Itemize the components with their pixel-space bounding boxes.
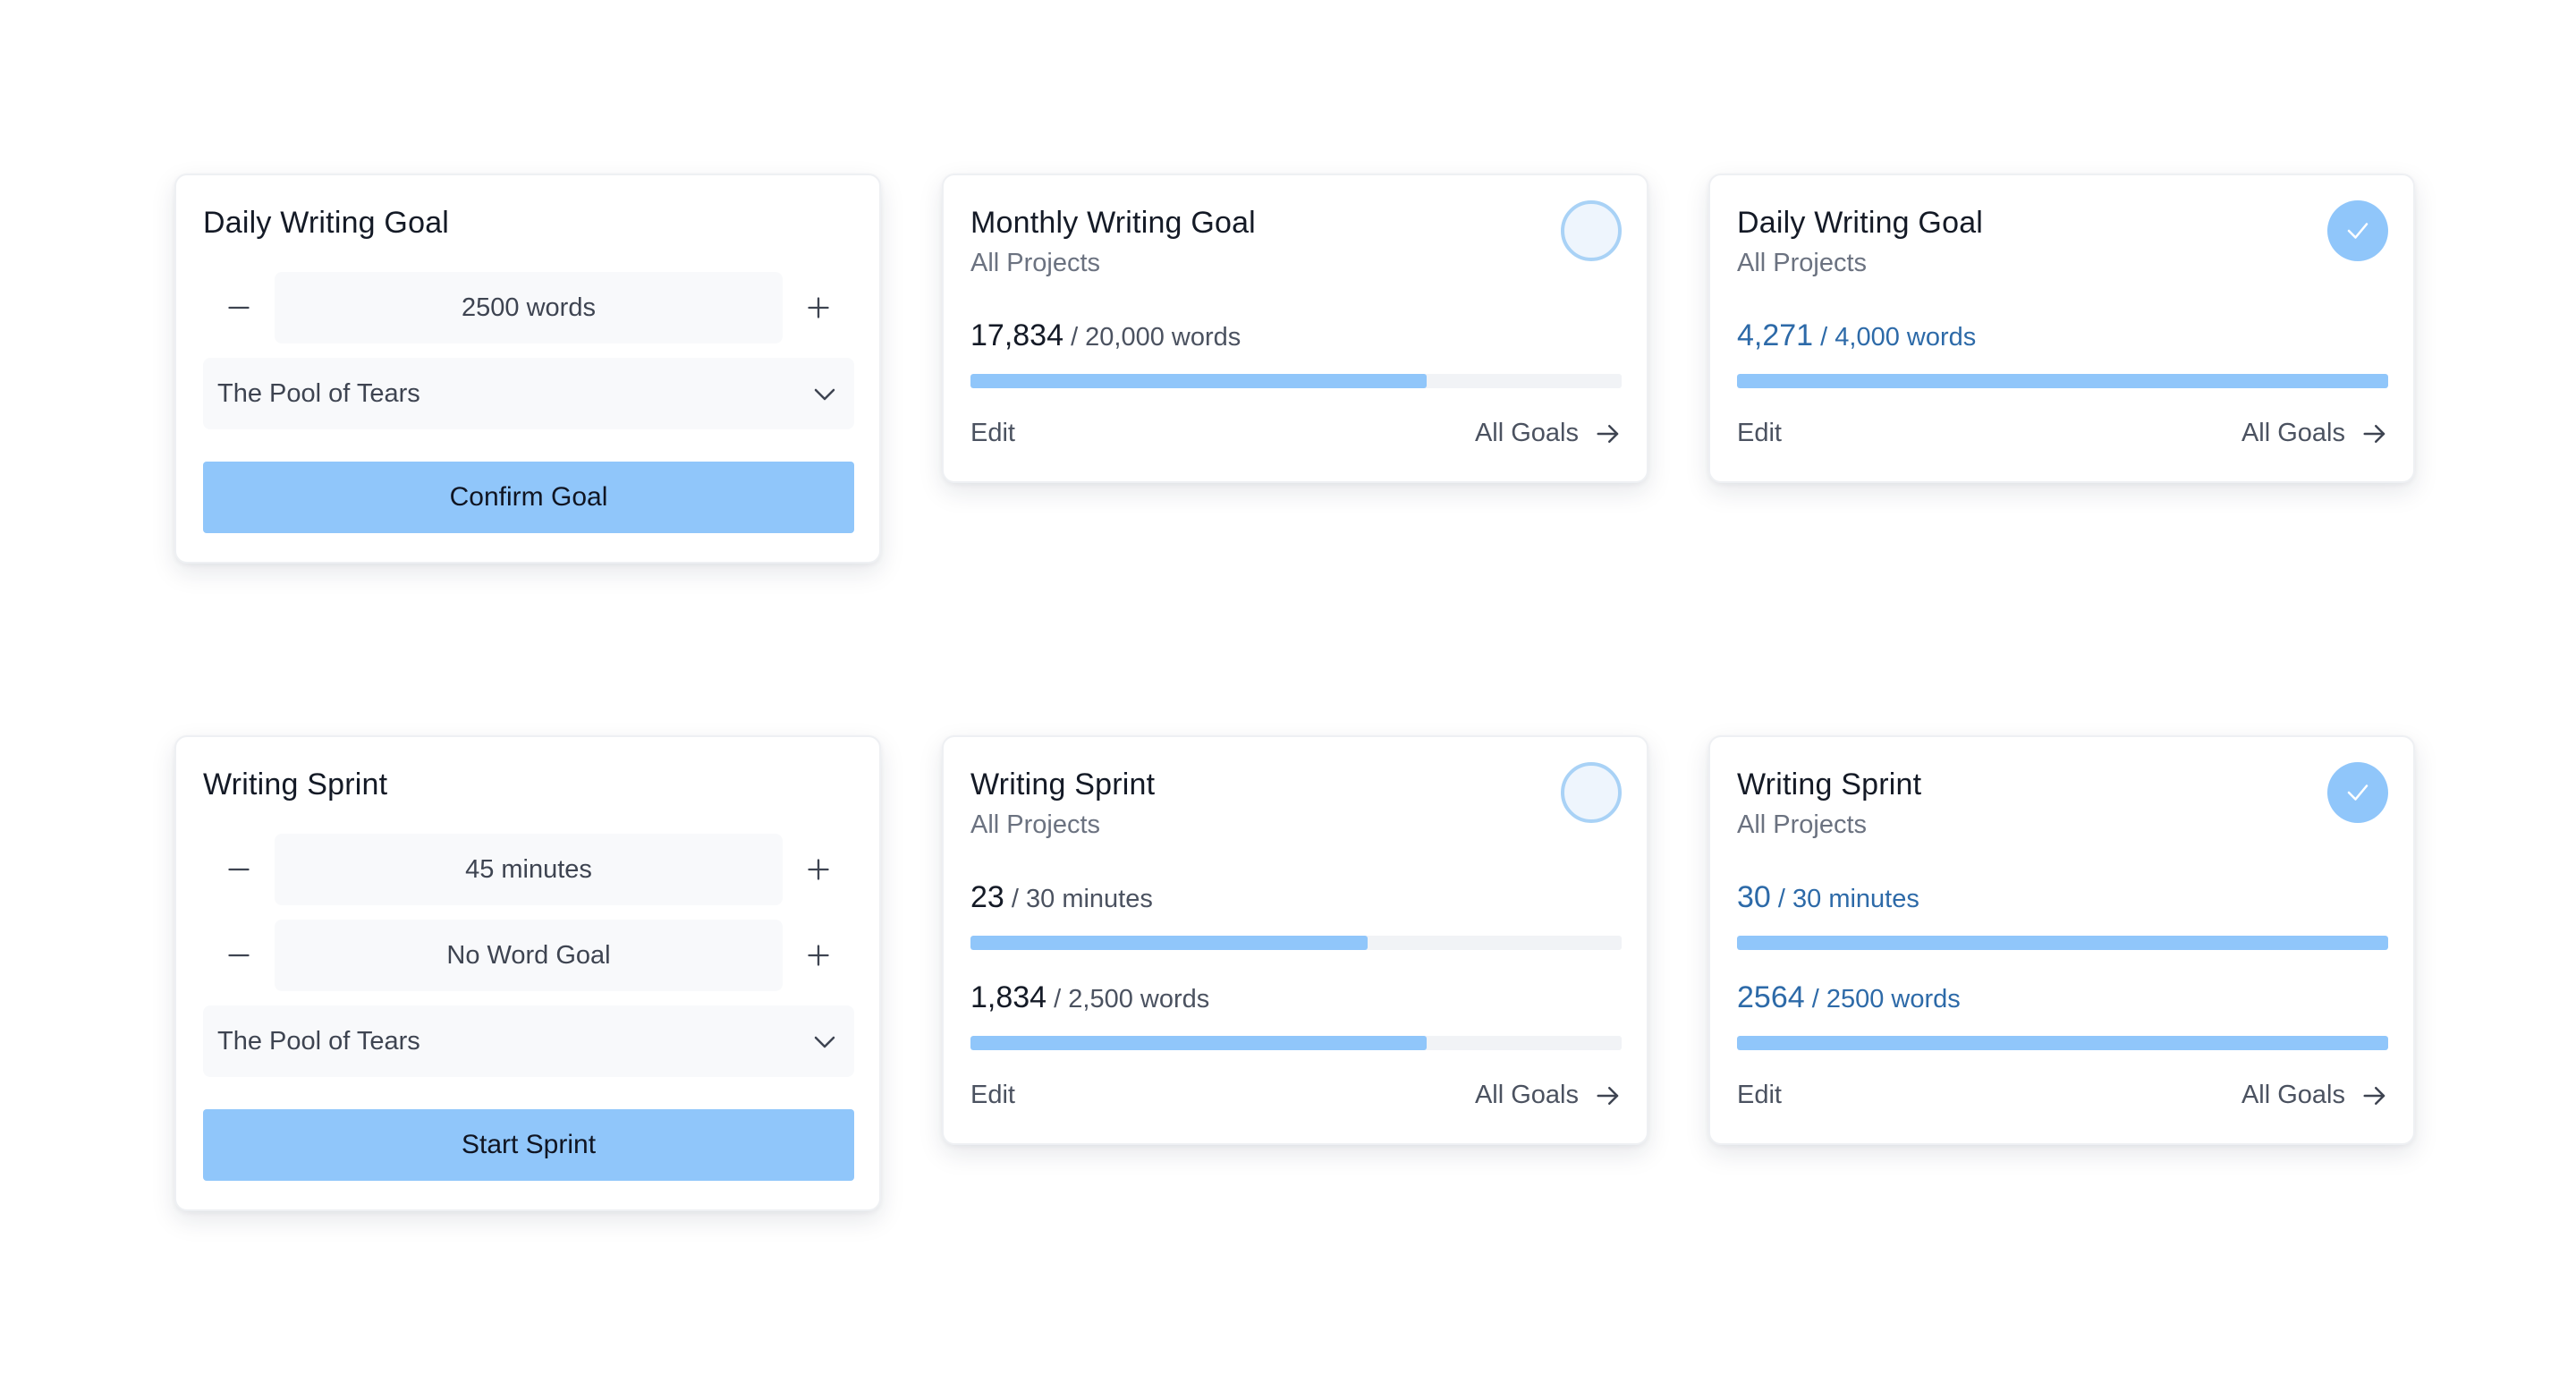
minutes-progress-label: 30 / 30 minutes	[1737, 880, 1919, 915]
edit-link[interactable]: Edit	[970, 1081, 1015, 1109]
minus-icon	[228, 954, 250, 957]
card-title: Writing Sprint	[1737, 768, 1922, 802]
edit-link[interactable]: Edit	[1737, 1081, 1782, 1109]
increment-button[interactable]	[783, 834, 854, 905]
all-goals-link[interactable]: All Goals	[1475, 1081, 1622, 1110]
progress-fill	[1737, 374, 2388, 388]
all-goals-label: All Goals	[2241, 419, 2345, 447]
target-value: / 2500 words	[1811, 985, 1961, 1014]
word-progress-bar	[970, 1036, 1622, 1050]
current-value: 30	[1737, 880, 1771, 914]
arrow-right-icon	[2363, 424, 2385, 443]
minutes-input[interactable]: 45 minutes	[275, 834, 783, 905]
word-progress-label: 17,834 / 20,000 words	[970, 318, 1241, 353]
word-goal-input[interactable]: No Word Goal	[275, 920, 783, 991]
incomplete-status-icon	[1561, 762, 1622, 823]
daily-goal-complete-card: Daily Writing Goal All Projects 4,271 / …	[1708, 174, 2415, 483]
card-subtitle: All Projects	[970, 810, 1101, 839]
arrow-right-icon	[1597, 1086, 1619, 1105]
progress-fill	[1737, 936, 2388, 950]
word-progress-label: 2564 / 2500 words	[1737, 980, 1961, 1015]
all-goals-label: All Goals	[1474, 419, 1579, 447]
card-subtitle: All Projects	[1737, 249, 1868, 277]
word-goal-stepper: 2500 words	[203, 272, 854, 344]
decrement-button[interactable]	[203, 920, 275, 991]
minutes-progress-label: 23 / 30 minutes	[970, 880, 1153, 915]
sprint-form-card: Writing Sprint 45 minutes No Word Goal T…	[174, 735, 881, 1211]
current-value: 4,271	[1737, 318, 1814, 352]
decrement-button[interactable]	[203, 834, 275, 905]
plus-icon	[808, 945, 829, 966]
target-value: / 30 minutes	[1777, 885, 1919, 913]
card-title: Monthly Writing Goal	[970, 206, 1256, 240]
minutes-stepper: 45 minutes	[203, 834, 854, 905]
progress-fill	[970, 936, 1368, 950]
card-title: Writing Sprint	[203, 768, 388, 802]
card-title: Daily Writing Goal	[1737, 206, 1984, 240]
project-select[interactable]: The Pool of Tears	[203, 358, 854, 429]
complete-status-icon	[2327, 200, 2388, 261]
increment-button[interactable]	[783, 920, 854, 991]
card-footer: Edit All Goals	[970, 1081, 1622, 1116]
all-goals-link[interactable]: All Goals	[1475, 419, 1622, 448]
all-goals-link[interactable]: All Goals	[2241, 1081, 2388, 1110]
card-title: Writing Sprint	[970, 768, 1156, 802]
word-goal-input[interactable]: 2500 words	[275, 272, 783, 344]
all-goals-label: All Goals	[1474, 1081, 1579, 1109]
checkmark-icon	[2347, 223, 2368, 239]
card-footer: Edit All Goals	[970, 419, 1622, 454]
minus-icon	[228, 868, 250, 871]
target-value: / 20,000 words	[1071, 323, 1241, 352]
word-goal-stepper: No Word Goal	[203, 920, 854, 991]
edit-link[interactable]: Edit	[1737, 419, 1782, 447]
edit-link[interactable]: Edit	[970, 419, 1015, 447]
sprint-complete-card: Writing Sprint All Projects 30 / 30 minu…	[1708, 735, 2415, 1145]
target-value: / 2,500 words	[1054, 985, 1210, 1014]
card-subtitle: All Projects	[1737, 810, 1868, 839]
daily-goal-form-card: Daily Writing Goal 2500 words The Pool o…	[174, 174, 881, 564]
word-progress-label: 4,271 / 4,000 words	[1737, 318, 1976, 353]
word-progress-bar	[970, 374, 1622, 388]
start-sprint-button[interactable]: Start Sprint	[203, 1109, 854, 1181]
card-footer: Edit All Goals	[1737, 1081, 2388, 1116]
current-value: 1,834	[970, 980, 1047, 1014]
word-progress-bar	[1737, 1036, 2388, 1050]
word-progress-label: 1,834 / 2,500 words	[970, 980, 1209, 1015]
project-select-value: The Pool of Tears	[217, 378, 420, 408]
project-select-value: The Pool of Tears	[217, 1026, 420, 1056]
plus-icon	[808, 859, 829, 880]
project-select[interactable]: The Pool of Tears	[203, 1005, 854, 1077]
current-value: 2564	[1737, 980, 1805, 1014]
complete-status-icon	[2327, 762, 2388, 823]
chevron-down-icon	[814, 388, 835, 401]
incomplete-status-icon	[1561, 200, 1622, 261]
arrow-right-icon	[2363, 1086, 2385, 1105]
checkmark-icon	[2347, 785, 2368, 801]
monthly-goal-card: Monthly Writing Goal All Projects 17,834…	[942, 174, 1648, 483]
progress-fill	[970, 1036, 1427, 1050]
all-goals-label: All Goals	[2241, 1081, 2345, 1109]
minutes-progress-bar	[970, 936, 1622, 950]
minus-icon	[228, 306, 250, 310]
progress-fill	[1737, 1036, 2388, 1050]
current-value: 23	[970, 880, 1004, 914]
card-title: Daily Writing Goal	[203, 206, 450, 240]
arrow-right-icon	[1597, 424, 1619, 443]
card-subtitle: All Projects	[970, 249, 1101, 277]
increment-button[interactable]	[783, 272, 854, 344]
minutes-progress-bar	[1737, 936, 2388, 950]
current-value: 17,834	[970, 318, 1063, 352]
word-progress-bar	[1737, 374, 2388, 388]
card-footer: Edit All Goals	[1737, 419, 2388, 454]
progress-fill	[970, 374, 1427, 388]
target-value: / 30 minutes	[1011, 885, 1153, 913]
confirm-goal-button[interactable]: Confirm Goal	[203, 462, 854, 533]
chevron-down-icon	[814, 1036, 835, 1048]
target-value: / 4,000 words	[1820, 323, 1977, 352]
plus-icon	[808, 297, 829, 318]
sprint-progress-card: Writing Sprint All Projects 23 / 30 minu…	[942, 735, 1648, 1145]
all-goals-link[interactable]: All Goals	[2241, 419, 2388, 448]
decrement-button[interactable]	[203, 272, 275, 344]
